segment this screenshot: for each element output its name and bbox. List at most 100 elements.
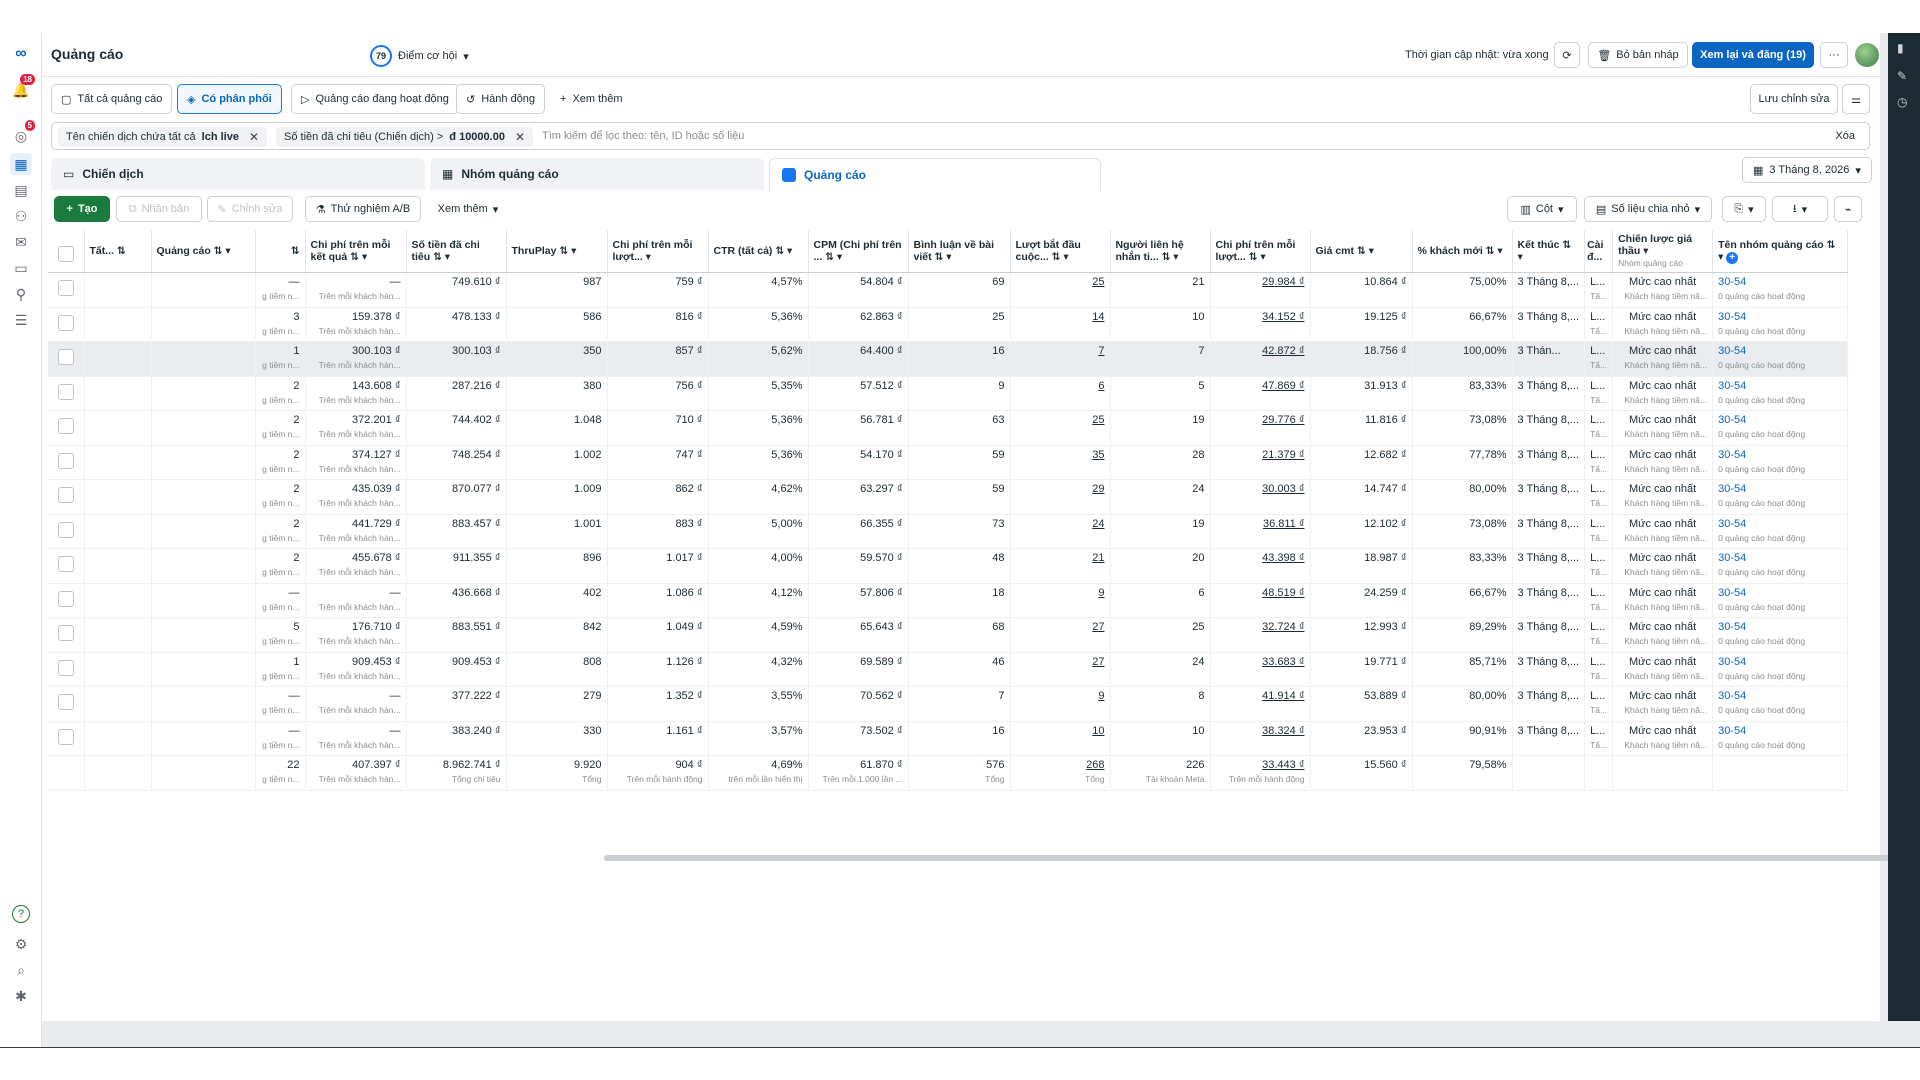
cell-cpt[interactable]: 1.352 ₫ <box>607 686 709 722</box>
cell-cpr[interactable]: 300.103 ₫ Trên mỗi khách hàn... <box>305 341 407 377</box>
cell-start[interactable]: 14 <box>1010 307 1111 342</box>
table-row[interactable]: 1 g tiềm n... 909.453 ₫ Trên mỗi khách hàn.… <box>48 652 1849 687</box>
breakdown-dropdown[interactable]: ▤ Số liệu chia nhỏ ▾ <box>1584 196 1712 222</box>
cell-end[interactable]: 3 Tháng 8,... <box>1512 479 1586 515</box>
cell-start[interactable]: 25 <box>1010 410 1111 446</box>
cell-gcmt[interactable]: 14.747 ₫ <box>1310 479 1413 515</box>
row-ad-name-cell[interactable] <box>151 341 256 377</box>
row-ad-name-cell[interactable] <box>151 272 256 308</box>
filter-chip-campaign-name[interactable]: Tên chiến dịch chứa tất cả lch live ✕ <box>58 127 268 147</box>
cell-thru[interactable]: 586 <box>506 307 608 342</box>
row-ad-name-cell[interactable] <box>151 445 256 480</box>
row-checkbox[interactable] <box>57 383 74 400</box>
cell-cpm[interactable]: 56.781 ₫ <box>808 410 909 446</box>
cell-cmt[interactable]: 59 <box>908 479 1011 515</box>
cell-thru[interactable]: 808 <box>506 652 608 687</box>
cell-gcmt[interactable]: 10.864 ₫ <box>1310 272 1413 308</box>
close-icon[interactable]: ✕ <box>514 130 526 144</box>
cell-adset[interactable]: 30-54 0 quảng cáo hoạt động <box>1712 617 1849 653</box>
reports-dropdown[interactable]: ⎘ ▾ <box>1722 196 1766 222</box>
row-checkbox[interactable] <box>57 418 74 434</box>
cell-res[interactable]: 2 g tiềm n... <box>255 410 306 446</box>
cell-thru[interactable]: 1.009 <box>506 479 608 515</box>
view-settings-button[interactable]: ⚌ <box>1842 84 1870 114</box>
cell-cpa[interactable]: 47.869 ₫ <box>1210 376 1311 411</box>
cell-bid[interactable]: Mức cao nhất Khách hàng tiềm nă... <box>1612 376 1714 411</box>
cell-end[interactable]: 3 Tháng 8,... <box>1512 617 1586 653</box>
cell-set[interactable]: L... Tấ... <box>1584 548 1614 584</box>
cell-adset[interactable]: 30-54 0 quảng cáo hoạt động <box>1712 307 1849 342</box>
cell-adset[interactable]: 30-54 0 quảng cáo hoạt động <box>1712 721 1849 756</box>
row-ad-name-cell[interactable] <box>151 410 256 446</box>
cell-cmt[interactable]: 48 <box>908 548 1011 584</box>
cell-gcmt[interactable]: 12.993 ₫ <box>1310 617 1413 653</box>
cell-new[interactable]: 80,00% <box>1412 479 1513 515</box>
search-icon[interactable]: ⌕ <box>17 961 25 978</box>
cell-cpt[interactable]: 1.049 ₫ <box>607 617 709 653</box>
cell-cpa[interactable]: 29.776 ₫ <box>1210 410 1311 446</box>
cell-cpa[interactable]: 34.152 ₫ <box>1210 307 1311 342</box>
tab-active-ads[interactable]: ▷ Quảng cáo đang hoạt động <box>291 84 459 114</box>
cell-cpt[interactable]: 816 ₫ <box>607 307 709 342</box>
cell-ctr[interactable]: 5,36% <box>708 307 809 342</box>
cell-set[interactable]: L... Tấ... <box>1584 272 1614 308</box>
cell-ctr[interactable]: 5,62% <box>708 341 809 377</box>
cell-cpr[interactable]: 455.678 ₫ Trên mỗi khách hàn... <box>305 548 407 584</box>
cell-cmt[interactable]: 69 <box>908 272 1011 308</box>
save-edits-button[interactable]: Lưu chỉnh sửa <box>1750 84 1838 114</box>
col-header-cost-per-result[interactable]: Chi phí trên mỗi kết quả ⇅ ▾ <box>305 230 407 273</box>
cell-new[interactable]: 75,00% <box>1412 272 1513 308</box>
cell-spent[interactable]: 287.216 ₫ <box>406 376 507 411</box>
row-select-cell[interactable] <box>48 272 85 308</box>
cell-bid[interactable]: Mức cao nhất Khách hàng tiềm nă... <box>1612 410 1714 446</box>
cell-bid[interactable]: Mức cao nhất Khách hàng tiềm nă... <box>1612 445 1714 480</box>
cell-cpm[interactable]: 57.806 ₫ <box>808 583 909 618</box>
cell-new[interactable]: 89,29% <box>1412 617 1513 653</box>
audiences-icon[interactable]: ⚇ <box>14 207 28 224</box>
cell-cpt[interactable]: 883 ₫ <box>607 514 709 549</box>
row-select-cell[interactable] <box>48 652 85 687</box>
table-row[interactable]: 1 g tiềm n... 300.103 ₫ Trên mỗi khách hàn.… <box>48 341 1849 377</box>
col-header-cpm[interactable]: CPM (Chi phí trên ... ⇅ ▾ <box>808 230 909 273</box>
more-options-button[interactable]: ··· <box>1820 42 1848 68</box>
row-status-cell[interactable] <box>84 617 152 653</box>
cell-cpt[interactable]: 710 ₫ <box>607 410 709 446</box>
cell-spent[interactable]: 911.355 ₫ <box>406 548 507 584</box>
row-checkbox[interactable] <box>57 556 74 572</box>
cell-acc[interactable]: 6 <box>1110 583 1211 618</box>
cell-acc[interactable]: 24 <box>1110 652 1211 687</box>
cell-cmt[interactable]: 73 <box>908 514 1011 549</box>
cell-cpt[interactable]: 1.017 ₫ <box>607 548 709 584</box>
cell-ctr[interactable]: 4,57% <box>708 272 809 308</box>
row-ad-name-cell[interactable] <box>151 617 256 653</box>
cell-gcmt[interactable]: 12.102 ₫ <box>1310 514 1413 549</box>
cell-gcmt[interactable]: 31.913 ₫ <box>1310 376 1413 411</box>
cell-acc[interactable]: 19 <box>1110 410 1211 446</box>
cell-cmt[interactable]: 46 <box>908 652 1011 687</box>
cell-cpr[interactable]: 159.378 ₫ Trên mỗi khách hàn... <box>305 307 407 342</box>
cell-bid[interactable]: Mức cao nhất Khách hàng tiềm nă... <box>1612 721 1714 756</box>
cell-acc[interactable]: 20 <box>1110 548 1211 584</box>
cell-cpm[interactable]: 69.589 ₫ <box>808 652 909 687</box>
row-select-cell[interactable] <box>48 410 85 446</box>
row-select-cell[interactable] <box>48 514 85 549</box>
cell-bid[interactable]: Mức cao nhất Khách hàng tiềm nă... <box>1612 272 1714 308</box>
cell-end[interactable]: 3 Tháng 8,... <box>1512 686 1586 722</box>
cell-set[interactable]: L... Tấ... <box>1584 376 1614 411</box>
row-checkbox[interactable] <box>57 280 74 296</box>
cell-spent[interactable]: 377.222 ₫ <box>406 686 507 722</box>
cell-start[interactable]: 24 <box>1010 514 1111 549</box>
row-status-cell[interactable] <box>84 341 152 377</box>
col-header-settings[interactable]: Cài đ... <box>1584 230 1614 273</box>
cell-start[interactable]: 27 <box>1010 652 1111 687</box>
cell-spent[interactable]: 300.103 ₫ <box>406 341 507 377</box>
row-status-cell[interactable] <box>84 721 152 756</box>
tab-all-ads[interactable]: ▢ Tất cả quảng cáo <box>51 84 173 114</box>
cell-spent[interactable]: 909.453 ₫ <box>406 652 507 687</box>
cell-adset[interactable]: 30-54 0 quảng cáo hoạt động <box>1712 445 1849 480</box>
row-ad-name-cell[interactable] <box>151 721 256 756</box>
cell-res[interactable]: 1 g tiềm n... <box>255 341 306 377</box>
cell-adset[interactable]: 30-54 0 quảng cáo hoạt động <box>1712 341 1849 377</box>
cell-cmt[interactable]: 16 <box>908 721 1011 756</box>
cell-thru[interactable]: 1.048 <box>506 410 608 446</box>
